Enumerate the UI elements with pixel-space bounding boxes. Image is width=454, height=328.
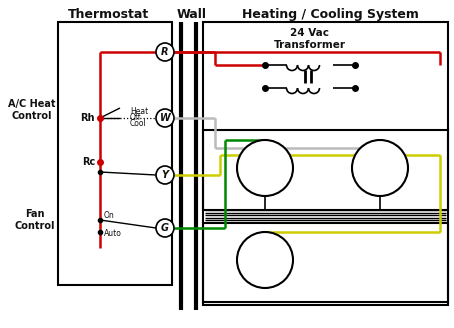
Text: Rc: Rc: [82, 157, 95, 167]
Text: Auto: Auto: [104, 229, 122, 237]
Circle shape: [156, 166, 174, 184]
Text: Wall: Wall: [177, 8, 207, 21]
Text: Fan
Control: Fan Control: [15, 209, 55, 231]
Text: Heating / Cooling System: Heating / Cooling System: [242, 8, 419, 21]
Circle shape: [237, 232, 293, 288]
Text: 24 Vac
Transformer: 24 Vac Transformer: [274, 28, 346, 50]
Text: Heat: Heat: [130, 108, 148, 116]
Text: Off: Off: [130, 113, 141, 122]
Circle shape: [352, 140, 408, 196]
Text: W: W: [160, 113, 170, 123]
Bar: [203, 130, 448, 210]
Text: R: R: [161, 47, 169, 57]
Text: A/C Heat
Control: A/C Heat Control: [8, 99, 55, 121]
Bar: [58, 22, 172, 285]
Text: Rh: Rh: [80, 113, 95, 123]
Circle shape: [156, 43, 174, 61]
Circle shape: [156, 109, 174, 127]
Text: Fan: Fan: [245, 159, 265, 169]
Bar: [203, 223, 448, 302]
Circle shape: [237, 140, 293, 196]
Text: G: G: [161, 223, 169, 233]
Circle shape: [156, 219, 174, 237]
Text: A/C: A/C: [246, 251, 264, 261]
Text: Thermostat: Thermostat: [67, 8, 148, 21]
Text: On: On: [104, 211, 115, 219]
Text: Y: Y: [162, 170, 168, 180]
Text: Heat: Heat: [357, 159, 383, 169]
Bar: [203, 22, 448, 305]
Text: Cool: Cool: [130, 119, 147, 129]
